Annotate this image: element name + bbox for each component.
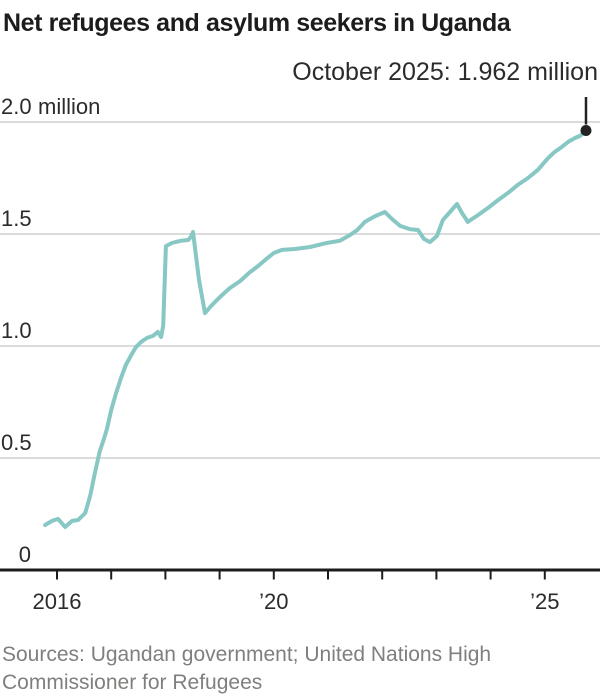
y-axis-label: 0 — [1, 542, 31, 568]
endpoint-dot — [580, 125, 592, 137]
x-axis-label: ’25 — [530, 589, 560, 614]
y-axis-label: 1.5 — [1, 206, 32, 232]
y-axis-label: 0.5 — [1, 430, 32, 456]
x-axis-label: 2016 — [32, 589, 82, 614]
data-line — [43, 128, 588, 529]
source-note: Sources: Ugandan government; United Nati… — [2, 643, 492, 694]
x-axis-label: ’20 — [259, 589, 289, 614]
y-axis-label-value: 1.0 — [1, 318, 32, 343]
y-axis-label-value: 2.0 — [1, 94, 32, 119]
y-axis-label-value: 1.5 — [1, 206, 32, 231]
y-axis-label: 1.0 — [1, 318, 32, 344]
y-axis-label-value: 0 — [18, 542, 31, 567]
y-axis-label: 2.0 million — [1, 94, 100, 120]
y-axis-label-value: 0.5 — [1, 430, 32, 455]
chart-title: Net refugees and asylum seekers in Ugand… — [3, 9, 511, 37]
y-axis-unit-label: million — [38, 94, 101, 119]
latest-value-annotation: October 2025: 1.962 million — [292, 58, 598, 86]
